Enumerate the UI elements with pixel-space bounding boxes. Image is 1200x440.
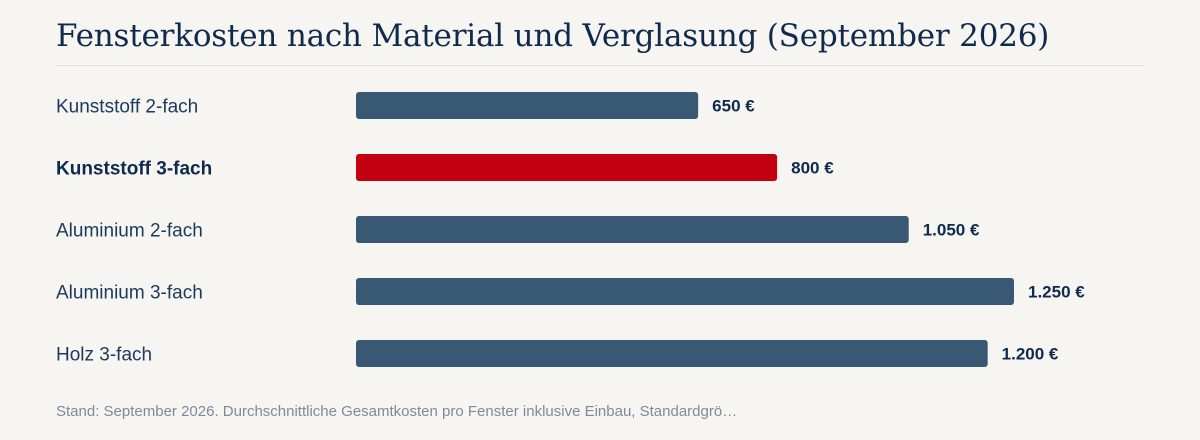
category-label: Aluminium 3-fach (56, 283, 203, 304)
bar-chart: Kunststoff 2-fach 650 € Kunststoff 3-fach 8… (56, 92, 1085, 367)
category-label: Kunststoff 3-fach (56, 159, 212, 180)
title-divider (56, 65, 1144, 66)
category-label: Holz 3-fach (56, 345, 152, 366)
category-label: Kunststoff 2-fach (56, 97, 198, 118)
value-label: 800 € (791, 159, 834, 178)
value-label: 1.250 € (1028, 283, 1085, 302)
value-label: 650 € (712, 97, 755, 116)
chart-title: Fensterkosten nach Material und Verglasu… (56, 18, 1050, 54)
value-label: 1.200 € (1002, 345, 1059, 364)
bar (356, 154, 778, 181)
bar (356, 92, 699, 119)
footnote: Stand: September 2026. Durchschnittliche… (56, 403, 738, 420)
category-label: Aluminium 2-fach (56, 221, 203, 242)
value-label: 1.050 € (923, 221, 980, 240)
bar (356, 278, 1014, 305)
bar (356, 340, 988, 367)
bar (356, 216, 909, 243)
